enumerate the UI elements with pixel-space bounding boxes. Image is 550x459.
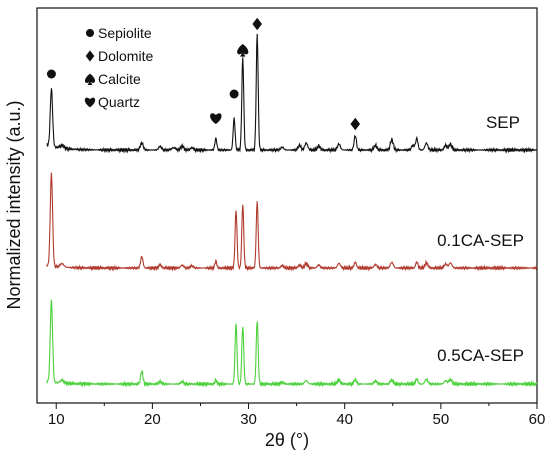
series-group xyxy=(46,33,538,388)
legend-label-quartz: Quartz xyxy=(98,94,140,110)
x-tick-label-30: 30 xyxy=(240,411,257,428)
series-label-1: 0.1CA-SEP xyxy=(437,231,524,250)
series-line-0 xyxy=(46,33,538,154)
x-tick-label-20: 20 xyxy=(144,411,161,428)
series-label-group: SEP 0.1CA-SEP 0.5CA-SEP xyxy=(437,113,524,365)
legend: Sepiolite Dolomite Calcite Quartz xyxy=(84,25,153,110)
series-line-2 xyxy=(46,299,538,388)
x-axis-title: 2θ (°) xyxy=(265,430,309,450)
x-tick-label-60: 60 xyxy=(529,411,546,428)
legend-label-dolomite: Dolomite xyxy=(98,48,153,64)
phase-marker-spade-3 xyxy=(237,44,249,57)
phase-marker-circle-2 xyxy=(229,89,239,99)
phase-marker-diamond-5 xyxy=(350,117,361,131)
phase-marker-circle-0 xyxy=(46,69,56,79)
phase-marker-group xyxy=(46,17,361,131)
y-axis-title: Normalized intensity (a.u.) xyxy=(4,100,24,309)
x-tick-label-10: 10 xyxy=(48,411,65,428)
legend-symbol-spade xyxy=(84,73,96,85)
series-label-2: 0.5CA-SEP xyxy=(437,346,524,365)
x-axis: 10 20 30 40 50 60 xyxy=(48,403,545,428)
x-tick-label-40: 40 xyxy=(336,411,353,428)
legend-symbol-diamond xyxy=(85,50,95,62)
phase-marker-heart-1 xyxy=(210,113,222,124)
series-line-1 xyxy=(46,172,538,272)
plot-frame xyxy=(36,7,538,404)
series-label-0: SEP xyxy=(486,113,520,132)
x-tick-label-50: 50 xyxy=(433,411,450,428)
legend-symbol-heart xyxy=(84,97,96,108)
legend-symbol-circle xyxy=(85,28,95,38)
legend-label-sepiolite: Sepiolite xyxy=(98,25,152,41)
phase-marker-diamond-4 xyxy=(252,17,262,31)
legend-label-calcite: Calcite xyxy=(98,71,141,87)
